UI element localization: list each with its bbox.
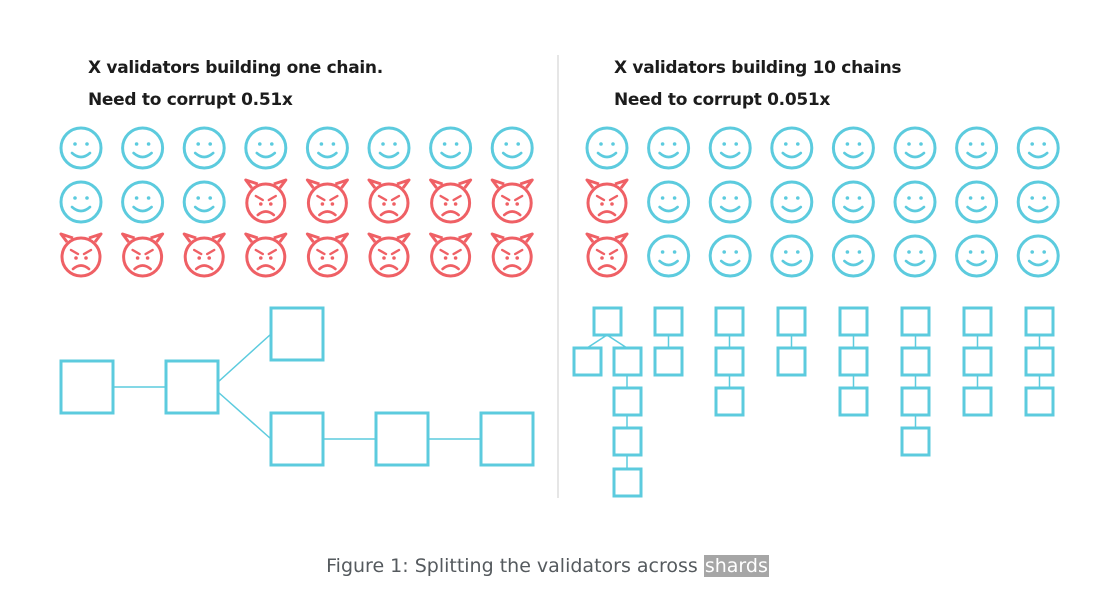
chain-block — [59, 359, 115, 415]
chain-block — [612, 386, 643, 417]
chain-block — [1024, 346, 1055, 377]
honest-validator-icon — [831, 180, 875, 224]
chain-block — [374, 411, 430, 467]
malicious-validator-icon — [585, 178, 629, 224]
malicious-validator-icon — [182, 232, 226, 278]
malicious-validator-icon — [367, 178, 411, 224]
chain-link — [586, 334, 608, 349]
chain-block — [714, 346, 745, 377]
malicious-validator-icon — [305, 232, 349, 278]
honest-validator-icon — [893, 126, 937, 170]
chain-block — [962, 306, 993, 337]
honest-validator-icon — [1016, 234, 1060, 278]
honest-validator-icon — [647, 126, 691, 170]
chain-block — [479, 411, 535, 467]
chain-block — [900, 306, 931, 337]
chain-link — [217, 333, 272, 383]
honest-validator-icon — [182, 180, 226, 224]
honest-validator-icon — [1016, 180, 1060, 224]
chain-block — [572, 346, 603, 377]
chain-block — [269, 306, 325, 362]
malicious-validator-icon — [585, 232, 629, 278]
honest-validator-icon — [831, 234, 875, 278]
honest-validator-icon — [367, 126, 411, 170]
chain-block — [962, 386, 993, 417]
honest-validator-icon — [893, 180, 937, 224]
chain-block — [714, 386, 745, 417]
honest-validator-icon — [647, 234, 691, 278]
honest-validator-icon — [59, 180, 103, 224]
chain-block — [1024, 386, 1055, 417]
chain-block — [776, 346, 807, 377]
honest-validator-icon — [182, 126, 226, 170]
chain-block — [653, 306, 684, 337]
caption-highlight: shards — [703, 555, 769, 577]
honest-validator-icon — [955, 234, 999, 278]
malicious-validator-icon — [244, 178, 288, 224]
chain-block — [900, 346, 931, 377]
honest-validator-icon — [708, 126, 752, 170]
right-title-line1: X validators building 10 chains — [614, 58, 902, 78]
malicious-validator-icon — [367, 232, 411, 278]
chain-block — [653, 346, 684, 377]
chain-block — [164, 359, 220, 415]
honest-validator-icon — [770, 234, 814, 278]
single-chain — [59, 306, 535, 467]
chain-block — [592, 306, 623, 337]
honest-validator-icon — [585, 126, 629, 170]
chain-block — [838, 346, 869, 377]
malicious-validator-icon — [429, 178, 473, 224]
honest-validator-icon — [244, 126, 288, 170]
chain-block — [900, 386, 931, 417]
chain-block — [838, 306, 869, 337]
right-title-line2: Need to corrupt 0.051x — [614, 90, 831, 110]
honest-validator-icon — [770, 126, 814, 170]
malicious-validator-icon — [429, 232, 473, 278]
chain-block — [900, 426, 931, 457]
malicious-validator-icon — [490, 232, 534, 278]
left-title-line1: X validators building one chain. — [88, 58, 383, 78]
chain-block — [612, 346, 643, 377]
chain-block — [962, 346, 993, 377]
chain-block — [838, 386, 869, 417]
honest-validator-icon — [121, 180, 165, 224]
honest-validator-icon — [770, 180, 814, 224]
chain-block — [612, 467, 643, 498]
malicious-validator-icon — [121, 232, 165, 278]
honest-validator-icon — [955, 180, 999, 224]
chain-block — [612, 426, 643, 457]
chain-link — [606, 334, 628, 349]
malicious-validator-icon — [305, 178, 349, 224]
malicious-validator-icon — [490, 178, 534, 224]
caption-text: Figure 1: Splitting the validators acros… — [326, 555, 704, 577]
honest-validator-icon — [121, 126, 165, 170]
honest-validator-icon — [647, 180, 691, 224]
honest-validator-icon — [831, 126, 875, 170]
chain-block — [776, 306, 807, 337]
chain-block — [269, 411, 325, 467]
honest-validator-icon — [708, 180, 752, 224]
malicious-validator-icon — [59, 232, 103, 278]
malicious-validator-icon — [244, 232, 288, 278]
left-title-line2: Need to corrupt 0.51x — [88, 90, 293, 110]
honest-validator-icon — [893, 234, 937, 278]
chain-block — [714, 306, 745, 337]
honest-validator-icon — [1016, 126, 1060, 170]
figure-caption: Figure 1: Splitting the validators acros… — [0, 555, 1095, 577]
ten-chains — [572, 306, 1055, 498]
chain-block — [1024, 306, 1055, 337]
honest-validator-icon — [490, 126, 534, 170]
validator-grid — [59, 126, 1060, 278]
honest-validator-icon — [59, 126, 103, 170]
honest-validator-icon — [429, 126, 473, 170]
honest-validator-icon — [955, 126, 999, 170]
chain-link — [217, 391, 272, 440]
honest-validator-icon — [708, 234, 752, 278]
honest-validator-icon — [305, 126, 349, 170]
